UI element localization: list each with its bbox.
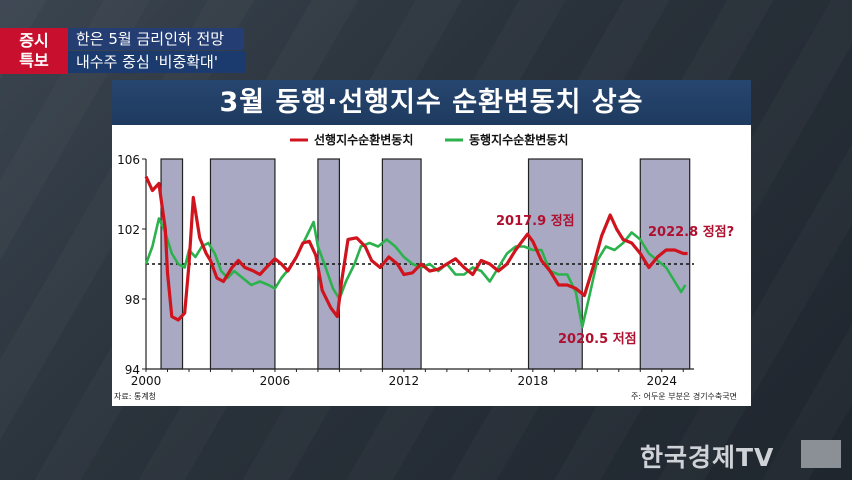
headline-2: 내수주 중심 '비중확대' (68, 51, 246, 73)
annotation-0: 2017.9 정점 (496, 213, 575, 229)
chart-panel: 3월 동행·선행지수 순환변동치 상승 94 98 102 106 2000 2006 20… (112, 80, 751, 406)
annotation-1: 2020.5 저점 (558, 332, 637, 347)
y-tick-label: 94 (125, 363, 140, 377)
badge-line2: 특보 (19, 51, 49, 70)
badge-line1: 증시 (19, 31, 49, 50)
y-tick-label: 106 (117, 153, 140, 167)
broadcaster-logo: 한국경제TV (640, 443, 775, 472)
y-tick-label: 102 (117, 223, 140, 237)
line-chart: 94 98 102 106 2000 2006 2012 2018 2024 선행지수순환변동치 동… (114, 132, 737, 401)
breaking-news-badge: 증시 특보 (0, 28, 68, 74)
footnote: 주: 어두운 부분은 경기수축국면 (631, 391, 737, 401)
x-tick-label: 2018 (518, 374, 549, 388)
series-line-1 (144, 217, 687, 329)
broadcaster-logo-box (801, 440, 841, 468)
source-note: 자료: 통계청 (114, 391, 156, 401)
x-tick-label: 2000 (131, 374, 162, 388)
series-line-0 (144, 175, 688, 322)
x-tick-label: 2012 (389, 374, 420, 388)
x-tick-label: 2006 (260, 374, 291, 388)
chart-title: 3월 동행·선행지수 순환변동치 상승 (112, 80, 751, 125)
y-tick-label: 98 (125, 293, 140, 307)
annotation-2: 2022.8 정점? (648, 224, 734, 240)
headline-1: 한은 5월 금리인하 전망 (68, 28, 244, 50)
legend-label-1: 동행지수순환변동치 (469, 132, 568, 147)
legend-label-0: 선행지수순환변동치 (314, 132, 413, 147)
x-tick-label: 2024 (646, 374, 677, 388)
